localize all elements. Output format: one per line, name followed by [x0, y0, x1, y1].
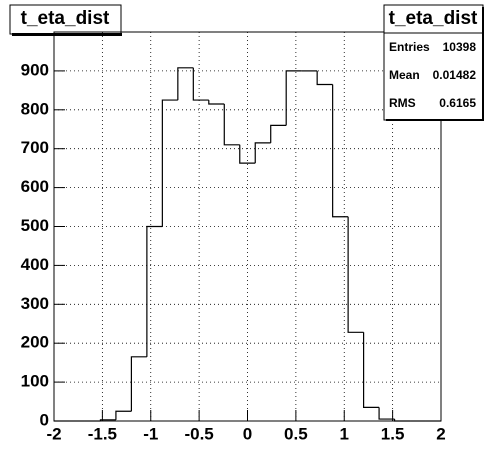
histogram-bin	[285, 70, 302, 126]
histogram-bin	[239, 144, 256, 164]
stats-value: 10398	[443, 40, 477, 54]
stats-box: t_eta_dist Entries 10398 Mean 0.01482 RMS 0.6…	[383, 4, 484, 121]
stats-label: Mean	[389, 68, 420, 82]
histogram-bin	[223, 103, 240, 146]
histogram-bin	[254, 142, 271, 164]
histogram-bin	[146, 225, 163, 357]
x-tick-label: -2	[46, 424, 61, 443]
stats-title: t_eta_dist	[389, 8, 478, 29]
y-tick-label: 600	[21, 177, 49, 196]
histogram-bin	[161, 99, 178, 227]
stats-label: Entries	[389, 40, 430, 54]
x-tick-label: 2	[436, 424, 445, 443]
histogram-bin	[332, 84, 349, 218]
stats-shadow	[482, 7, 484, 121]
histogram-bin	[208, 100, 225, 105]
chart-title: t_eta_dist	[21, 8, 110, 29]
histogram-bin	[192, 67, 209, 101]
plot-frame	[53, 31, 442, 422]
histogram-bin	[347, 216, 364, 333]
stats-value: 0.6165	[439, 96, 476, 110]
histogram-bin	[130, 356, 147, 412]
y-tick-label: 200	[21, 333, 49, 352]
y-tick-label: 100	[21, 372, 49, 391]
title-box	[9, 4, 122, 35]
stats-value: 0.01482	[433, 68, 477, 82]
stats-shadow	[386, 119, 484, 121]
y-tick-label: 700	[21, 138, 49, 157]
x-tick-label: 1	[340, 424, 349, 443]
y-tick-label: 300	[21, 294, 49, 313]
title-box-shadow	[12, 33, 122, 36]
histogram-bin	[316, 70, 333, 86]
y-tick-label: 800	[21, 99, 49, 118]
x-tick-label: 0	[243, 424, 252, 443]
x-tick-label: 1.5	[381, 424, 405, 443]
y-tick-label: 400	[21, 255, 49, 274]
stats-frame	[383, 4, 484, 121]
histogram-bin	[378, 407, 395, 420]
histogram-bin	[393, 419, 411, 422]
y-tick-label: 500	[21, 216, 49, 235]
x-tick-label: 0.5	[284, 424, 308, 443]
histogram-bin	[363, 332, 380, 408]
histogram-bin	[99, 419, 116, 421]
stats-label: RMS	[389, 96, 416, 110]
y-tick-label: 900	[21, 60, 49, 79]
x-tick-label: -0.5	[184, 424, 213, 443]
histogram-bin	[177, 67, 194, 101]
y-tick-label: 0	[40, 410, 49, 429]
x-tick-label: -1.5	[88, 424, 117, 443]
x-tick-label: -1	[143, 424, 158, 443]
histogram-bin	[115, 410, 132, 420]
histogram-bin	[270, 124, 287, 143]
